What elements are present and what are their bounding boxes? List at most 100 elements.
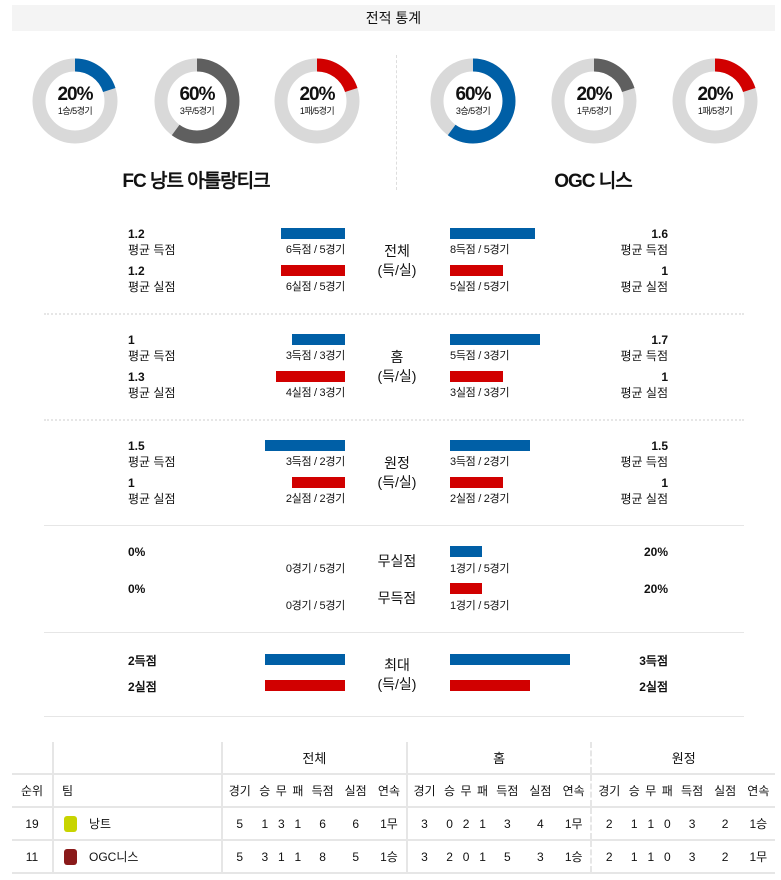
home-stat-caption: 4실점 / 3경기 (285, 387, 345, 399)
table-cell: 1 (626, 840, 643, 874)
home-red-bar (292, 477, 345, 488)
home-stat-value: 1.2 (128, 264, 145, 278)
clean-label: 무실점 (377, 553, 417, 569)
home-stat-label: 평균 득점 (128, 349, 176, 363)
table-cell: 3 (490, 807, 524, 841)
table-cell: 0 (457, 840, 475, 874)
table-cell: 1무 (556, 807, 592, 841)
away-stat-value: 1 (661, 476, 668, 490)
table-cell: 3 (273, 807, 290, 841)
rank: 11 (12, 840, 53, 874)
donut-ring (32, 58, 118, 144)
table-cell: 3 (675, 840, 709, 874)
away-clean-caption: 1경기 / 5경기 (450, 563, 510, 575)
away-stat-label: 평균 실점 (620, 386, 669, 400)
max-label: 최대 (384, 657, 410, 673)
table-cell: 3 (523, 840, 557, 874)
clean-label: 무득점 (377, 590, 417, 606)
home-donut-0: 20% 1승/5경기 (32, 58, 118, 144)
home-stat-value: 1 (128, 476, 135, 490)
donut-percent: 20% (576, 84, 612, 105)
column-header: 패 (289, 774, 307, 808)
column-header: 연속 (741, 774, 775, 808)
donut-ring (551, 58, 637, 144)
table-row: 11 OGC니스 5 3 1 1 8 5 1승 3 2 0 1 5 3 1승 2 1 1 0 3 2 1무 (12, 840, 775, 874)
section-divider (44, 632, 744, 633)
header-blank (12, 742, 53, 775)
table-cell: 3 (256, 840, 274, 874)
table-cell: 1승 (556, 840, 592, 874)
away-stat-caption: 3득점 / 2경기 (450, 456, 510, 468)
column-header: 경기 (405, 774, 442, 808)
table-cell: 1승 (372, 840, 407, 874)
table-cell: 1 (256, 807, 274, 841)
table-cell: 1 (474, 807, 491, 841)
table-cell: 1 (626, 807, 643, 841)
rank-header: 순위 (12, 774, 53, 808)
column-header: 경기 (221, 774, 257, 808)
away-stat-label: 평균 득점 (620, 349, 669, 363)
away-stat-value: 1 (661, 264, 668, 278)
home-stat-label: 평균 실점 (128, 492, 176, 506)
away-donut-2: 20% 1패/5경기 (672, 58, 758, 144)
away-stat-caption: 3실점 / 3경기 (450, 387, 510, 399)
section-label: 전체 (384, 243, 410, 259)
home-stat-value: 1 (128, 333, 135, 347)
away-donut-0: 60% 3승/5경기 (430, 58, 516, 144)
away-stat-caption: 5득점 / 3경기 (450, 350, 510, 362)
away-stat-caption: 2실점 / 2경기 (450, 493, 510, 505)
donut-caption: 3승/5경기 (455, 106, 491, 116)
away-clean-value: 20% (643, 582, 668, 596)
section-divider (44, 716, 744, 717)
home-red-bar (265, 680, 345, 691)
table-cell: 6 (339, 807, 373, 841)
column-header: 승 (256, 774, 274, 808)
section-sublabel: (득/실) (377, 262, 417, 278)
column-header: 연속 (372, 774, 407, 808)
table-cell: 0 (659, 807, 676, 841)
team-name[interactable]: OGC니스 (89, 849, 139, 864)
donut-percent: 20% (299, 84, 335, 105)
column-header: 득점 (306, 774, 340, 808)
away-stat-label: 평균 실점 (620, 280, 669, 294)
donut-segment (551, 58, 637, 144)
away-stat-label: 평균 실점 (620, 492, 669, 506)
home-stat-caption: 2실점 / 2경기 (285, 493, 345, 505)
home-donut-1: 60% 3무/5경기 (154, 58, 240, 144)
table-cell: 3 (675, 807, 709, 841)
donut-ring (430, 58, 516, 144)
column-header: 무 (642, 774, 660, 808)
group-header: 홈 (405, 742, 592, 775)
away-stat-caption: 8득점 / 5경기 (450, 244, 510, 256)
donut-segment (672, 58, 758, 144)
away-blue-bar (450, 334, 540, 345)
table-cell: 2 (708, 807, 742, 841)
column-header: 실점 (339, 774, 373, 808)
home-stat-label: 평균 득점 (128, 455, 176, 469)
donut-percent: 60% (455, 84, 491, 105)
team-divider (396, 55, 397, 190)
home-donut-2: 20% 1패/5경기 (274, 58, 360, 144)
table-cell: 5 (339, 840, 373, 874)
table-cell: 1 (289, 807, 307, 841)
home-clean-value: 0% (128, 545, 146, 559)
home-stat-caption: 3득점 / 3경기 (285, 350, 345, 362)
column-header: 무 (457, 774, 475, 808)
section-divider (44, 419, 744, 421)
table-cell: 2 (590, 840, 627, 874)
donut-caption: 1승/5경기 (57, 106, 93, 116)
away-max-value: 2실점 (639, 680, 668, 694)
team-name[interactable]: 낭트 (89, 816, 112, 831)
table-cell: 0 (659, 840, 676, 874)
away-red-bar (450, 680, 530, 691)
table-cell: 4 (523, 807, 557, 841)
home-stat-caption: 6득점 / 5경기 (285, 244, 345, 256)
away-blue-bar (450, 228, 535, 239)
donut-caption: 1패/5경기 (299, 106, 335, 116)
home-blue-bar (281, 228, 345, 239)
donut-segment (274, 58, 360, 144)
donut-ring (672, 58, 758, 144)
team-logo-icon (64, 816, 77, 833)
column-header: 승 (441, 774, 458, 808)
away-max-value: 3득점 (639, 654, 668, 668)
